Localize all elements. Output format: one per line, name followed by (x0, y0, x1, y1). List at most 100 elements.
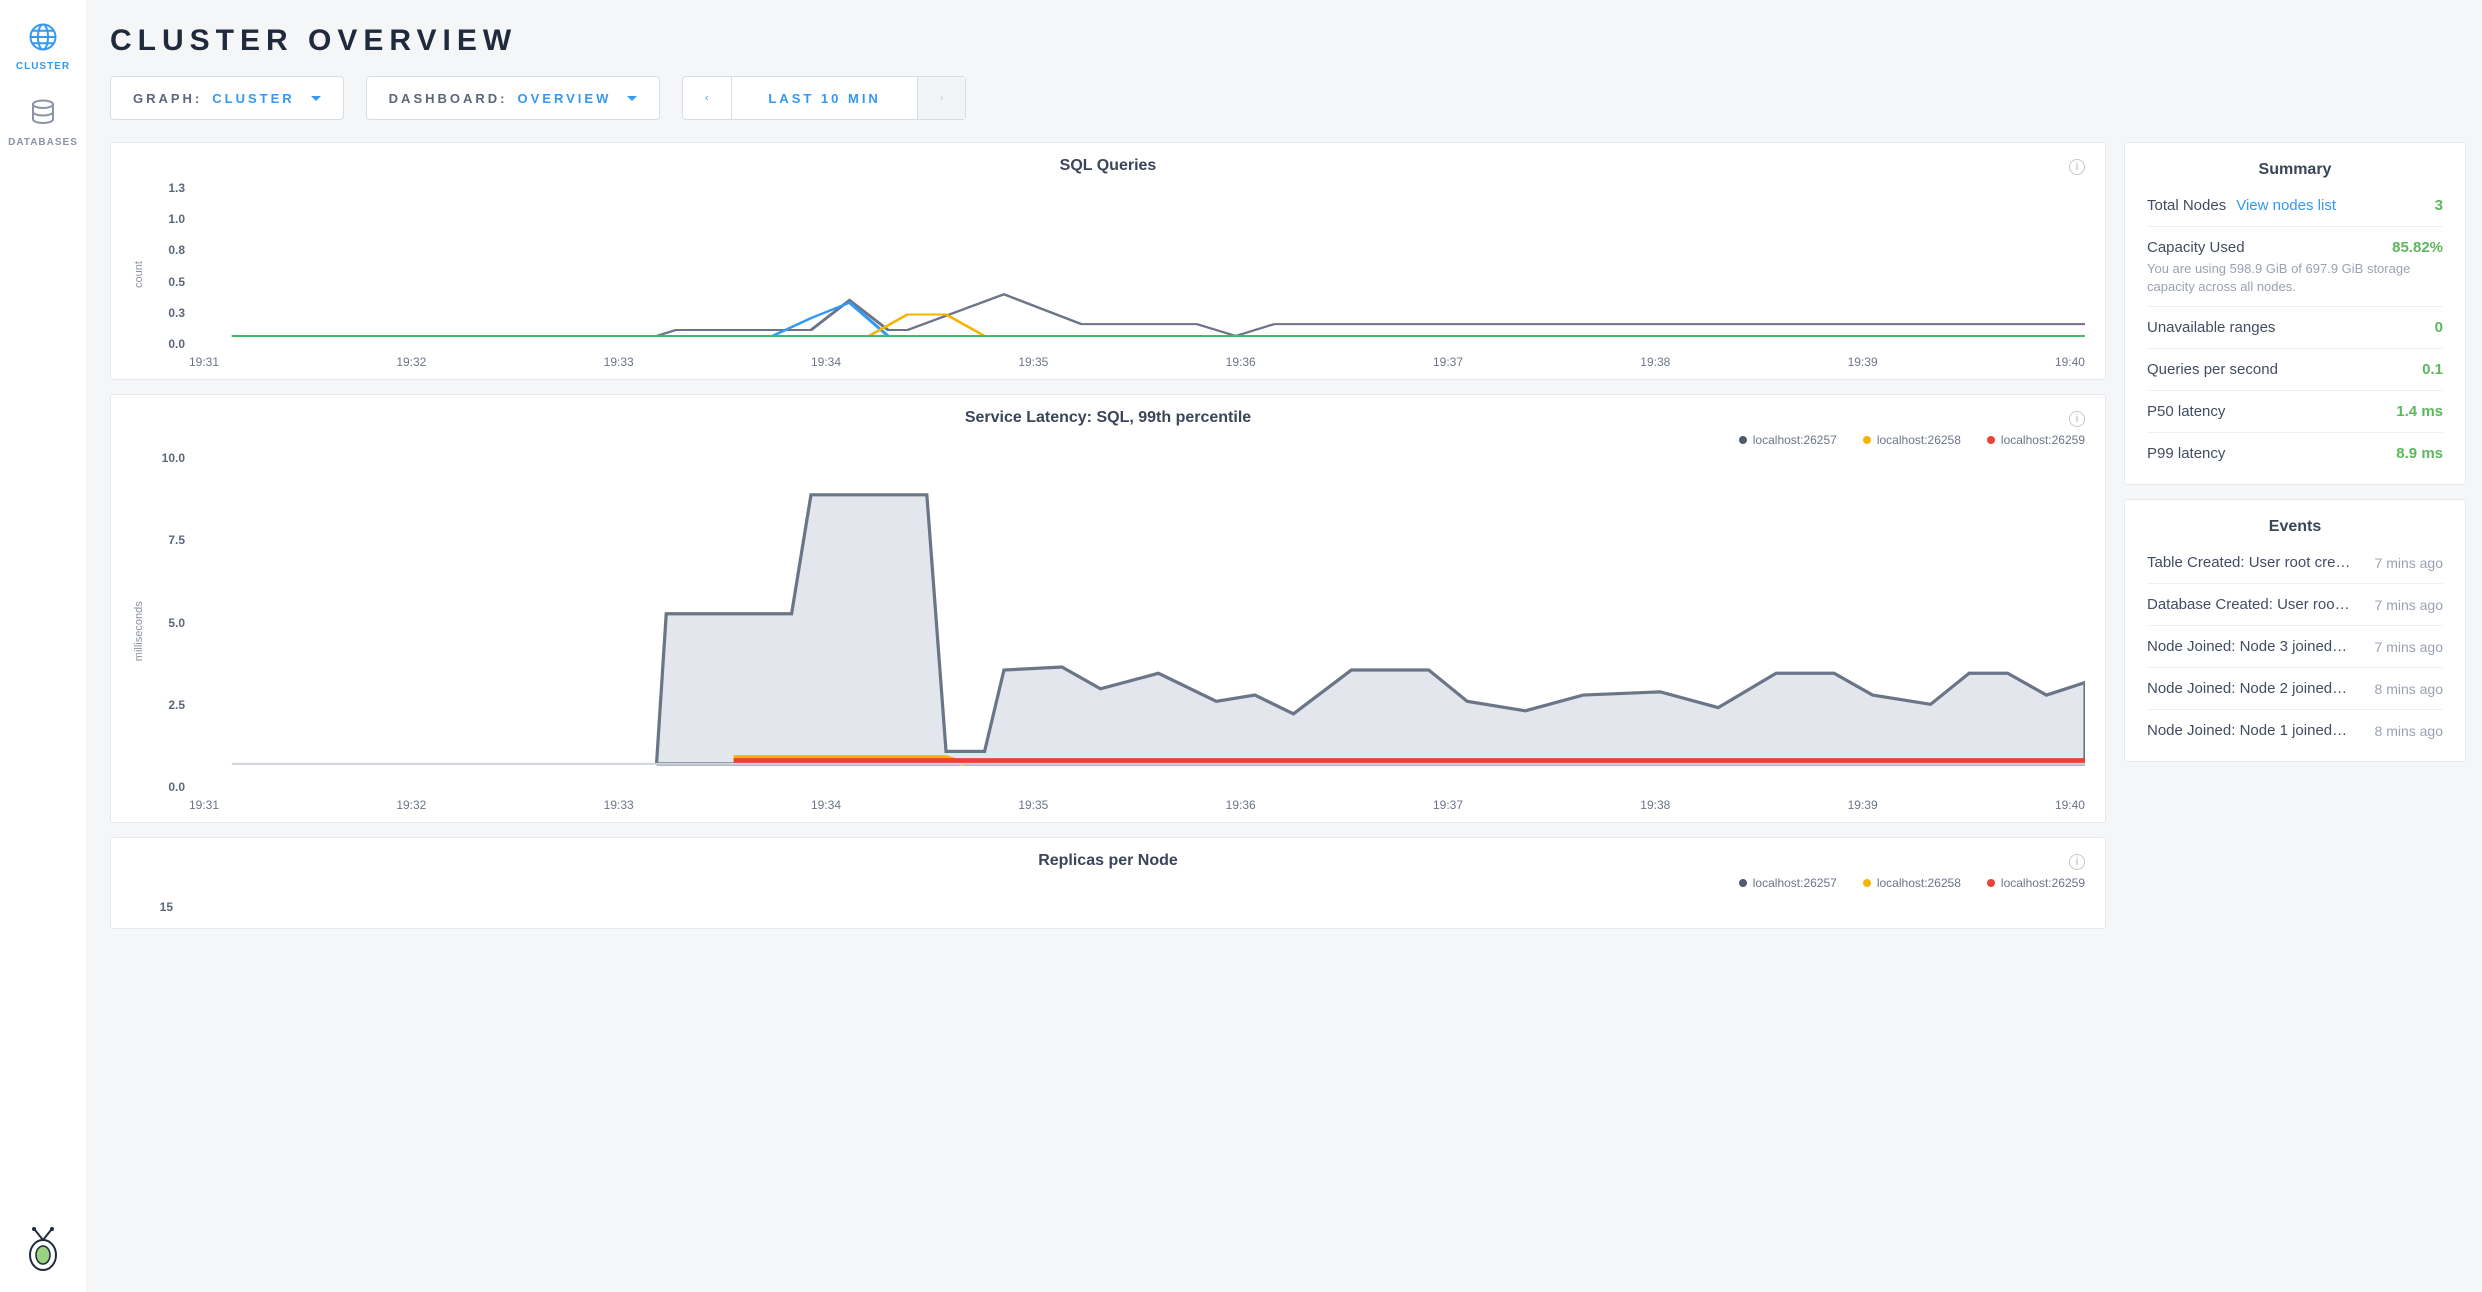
chart-title: Service Latency: SQL, 99th percentile (965, 409, 1251, 427)
xtick-label: 19:35 (1018, 798, 1048, 812)
xtick-label: 19:35 (1018, 355, 1048, 369)
xtick-label: 19:38 (1640, 355, 1670, 369)
ytick-label: 7.5 (147, 533, 185, 547)
sidebar-item-cluster[interactable]: CLUSTER (0, 10, 86, 86)
sidebar-item-label: CLUSTER (16, 61, 70, 72)
chart-ylabel: count (131, 181, 147, 369)
xtick-label: 19:34 (811, 355, 841, 369)
time-range-button[interactable]: LAST 10 MIN (731, 77, 916, 119)
info-icon[interactable]: i (2069, 411, 2085, 427)
legend-item[interactable]: localhost:26258 (1863, 433, 1961, 447)
event-text: Node Joined: Node 2 joined… (2147, 680, 2365, 697)
dashboard-selector-label: DASHBOARD: (389, 91, 508, 106)
summary-row: P99 latency 8.9 ms (2147, 432, 2443, 474)
event-text: Database Created: User roo… (2147, 596, 2365, 613)
main-content: CLUSTER OVERVIEW GRAPH: CLUSTER DASHBOAR… (86, 0, 2482, 1292)
xtick-label: 19:39 (1848, 355, 1878, 369)
time-prev-button[interactable] (683, 77, 731, 119)
ytick-label: 0.0 (147, 780, 185, 794)
summary-value: 1.4 ms (2396, 403, 2443, 420)
graph-selector-value: CLUSTER (212, 91, 294, 106)
view-nodes-link[interactable]: View nodes list (2236, 197, 2336, 214)
sidebar-item-label: DATABASES (8, 137, 78, 148)
summary-value: 0.1 (2422, 361, 2443, 378)
globe-icon (28, 22, 58, 55)
chart-ylabel: milliseconds (131, 451, 147, 812)
ytick-label: 1.3 (147, 181, 185, 195)
events-title: Events (2147, 518, 2443, 536)
event-time: 7 mins ago (2375, 555, 2443, 571)
summary-row: Total NodesView nodes list3 (2147, 193, 2443, 226)
sidebar: CLUSTER DATABASES (0, 0, 86, 1292)
chart-sql-queries: SQL Queries i count 1.31.00.80.50.30.0 1… (110, 142, 2106, 380)
summary-row: P50 latency 1.4 ms (2147, 390, 2443, 432)
legend-item[interactable]: localhost:26259 (1987, 433, 2085, 447)
chart-replicas: Replicas per Node i localhost:26257 local… (110, 837, 2106, 929)
event-row[interactable]: Table Created: User root cre… 7 mins ago (2147, 550, 2443, 583)
legend-dot-icon (1863, 436, 1871, 444)
info-icon[interactable]: i (2069, 854, 2085, 870)
info-icon[interactable]: i (2069, 159, 2085, 175)
summary-key: P50 latency (2147, 403, 2225, 420)
ytick-label: 0.8 (147, 243, 185, 257)
event-row[interactable]: Node Joined: Node 3 joined… 7 mins ago (2147, 625, 2443, 667)
graph-selector-label: GRAPH: (133, 91, 202, 106)
legend-item[interactable]: localhost:26257 (1739, 876, 1837, 890)
legend-label: localhost:26258 (1877, 433, 1961, 447)
event-text: Node Joined: Node 3 joined… (2147, 638, 2365, 655)
xtick-label: 19:36 (1226, 798, 1256, 812)
event-time: 8 mins ago (2375, 681, 2443, 697)
time-next-button[interactable] (917, 77, 965, 119)
graph-selector[interactable]: GRAPH: CLUSTER (110, 76, 344, 120)
xtick-label: 19:32 (396, 355, 426, 369)
legend-label: localhost:26257 (1753, 876, 1837, 890)
legend-item[interactable]: localhost:26259 (1987, 876, 2085, 890)
ytick-label: 0.0 (147, 337, 185, 351)
xtick-label: 19:34 (811, 798, 841, 812)
legend-label: localhost:26257 (1753, 433, 1837, 447)
legend-item[interactable]: localhost:26258 (1863, 876, 1961, 890)
event-text: Table Created: User root cre… (2147, 554, 2365, 571)
ytick-label: 15 (135, 900, 173, 914)
legend-dot-icon (1739, 436, 1747, 444)
ytick-label: 2.5 (147, 698, 185, 712)
legend-label: localhost:26259 (2001, 433, 2085, 447)
legend-item[interactable]: localhost:26257 (1739, 433, 1837, 447)
xtick-label: 19:36 (1226, 355, 1256, 369)
legend-dot-icon (1739, 879, 1747, 887)
event-row[interactable]: Node Joined: Node 1 joined… 8 mins ago (2147, 709, 2443, 751)
xtick-label: 19:31 (189, 355, 219, 369)
event-time: 7 mins ago (2375, 639, 2443, 655)
legend-label: localhost:26258 (1877, 876, 1961, 890)
controls-bar: GRAPH: CLUSTER DASHBOARD: OVERVIEW LAST … (110, 76, 2466, 120)
ytick-label: 10.0 (147, 451, 185, 465)
summary-key: P99 latency (2147, 445, 2225, 462)
sidebar-item-databases[interactable]: DATABASES (0, 86, 86, 162)
summary-key: Queries per second (2147, 361, 2278, 378)
ytick-label: 1.0 (147, 212, 185, 226)
chart-plot (147, 181, 2085, 351)
ytick-label: 0.5 (147, 275, 185, 289)
legend-label: localhost:26259 (2001, 876, 2085, 890)
chart-title: Replicas per Node (1038, 852, 1178, 870)
xtick-label: 19:37 (1433, 355, 1463, 369)
chevron-down-icon (311, 96, 321, 101)
xtick-label: 19:40 (2055, 355, 2085, 369)
xtick-label: 19:37 (1433, 798, 1463, 812)
ytick-label: 5.0 (147, 616, 185, 630)
event-text: Node Joined: Node 1 joined… (2147, 722, 2365, 739)
summary-value: 3 (2435, 197, 2443, 214)
dashboard-selector[interactable]: DASHBOARD: OVERVIEW (366, 76, 661, 120)
summary-row: Unavailable ranges0 (2147, 306, 2443, 348)
summary-value: 8.9 ms (2396, 445, 2443, 462)
event-row[interactable]: Node Joined: Node 2 joined… 8 mins ago (2147, 667, 2443, 709)
chart-latency: Service Latency: SQL, 99th percentile i … (110, 394, 2106, 823)
events-card: Events Table Created: User root cre… 7 mi… (2124, 499, 2466, 762)
summary-value: 0 (2435, 319, 2443, 336)
xtick-label: 19:39 (1848, 798, 1878, 812)
chart-title: SQL Queries (1060, 157, 1157, 175)
database-icon (28, 98, 58, 131)
time-range-value: LAST 10 MIN (768, 91, 880, 106)
event-row[interactable]: Database Created: User roo…7 mins ago (2147, 583, 2443, 625)
event-time: 8 mins ago (2375, 723, 2443, 739)
